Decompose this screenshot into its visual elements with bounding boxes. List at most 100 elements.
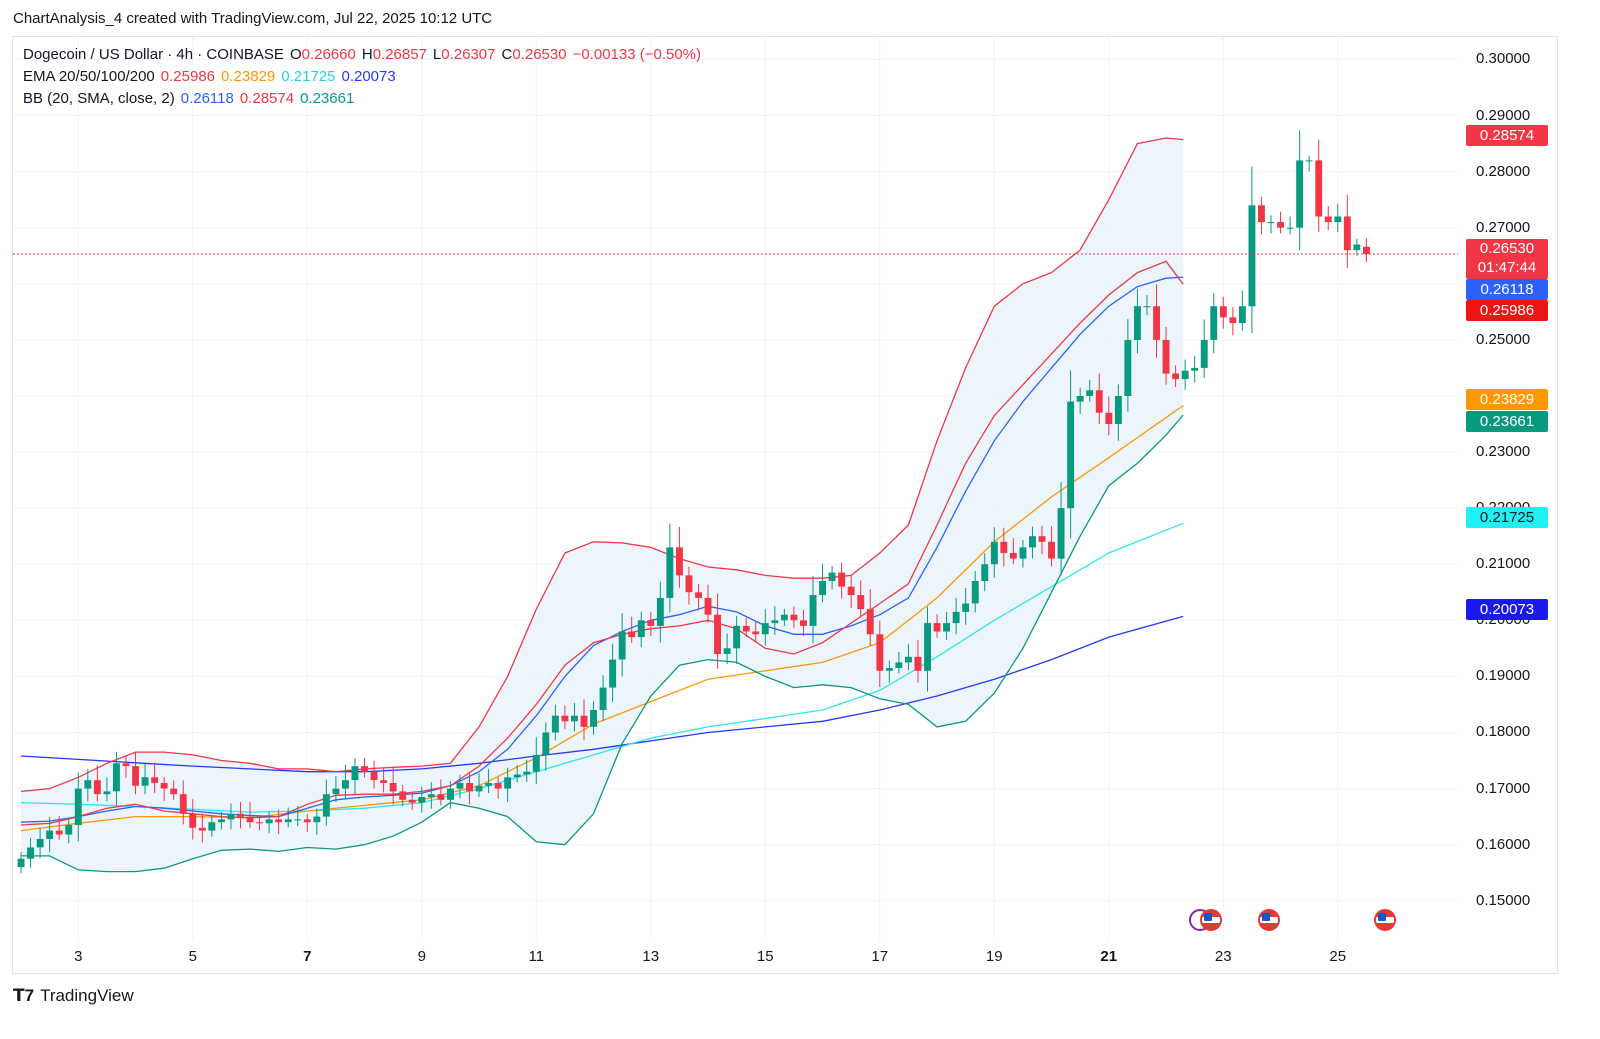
candle-body <box>132 766 139 786</box>
candle-body <box>246 816 254 823</box>
candle-body <box>208 822 216 831</box>
candle-body <box>1038 536 1046 542</box>
candle-body <box>427 794 435 797</box>
legend-ema[interactable]: EMA 20/50/100/200 0.25986 0.23829 0.21725 0.… <box>23 68 402 85</box>
legend-symbol[interactable]: Dogecoin / US Dollar · 4h · COINBASE <box>23 46 284 63</box>
time-tick-label: 9 <box>417 948 426 965</box>
candle-body <box>1315 160 1323 217</box>
candle-body <box>1229 317 1237 323</box>
candle-body <box>342 780 349 789</box>
price-label-ema50: 0.23829 <box>1466 389 1548 410</box>
candle-body <box>551 715 559 733</box>
candle-body <box>1095 390 1103 413</box>
candle-body <box>905 656 912 663</box>
bb-upper-line <box>20 137 1184 793</box>
us-flag-icon[interactable] <box>1258 909 1280 931</box>
legend-l-label: L <box>432 46 442 63</box>
candle-body <box>332 788 340 795</box>
candle-body <box>1019 547 1027 559</box>
legend-high: 0.26857 <box>372 46 427 63</box>
candle-body <box>1172 373 1180 380</box>
candle-body <box>714 614 721 654</box>
candle-body <box>819 581 826 595</box>
candle-body <box>618 631 626 660</box>
candle-body <box>1009 553 1017 559</box>
candle-body <box>303 819 311 823</box>
candle-body <box>1086 390 1094 396</box>
price-tick-label: 0.16000 <box>1476 835 1531 853</box>
candle-body <box>885 668 893 671</box>
candle-body <box>179 794 187 814</box>
candle-body <box>513 774 521 778</box>
candle-body <box>571 715 578 722</box>
price-label-last: 0.26530 01:47:44 <box>1466 239 1548 279</box>
candle-body <box>466 783 473 792</box>
candle-body <box>380 780 388 783</box>
time-tick-label: 21 <box>1100 948 1118 965</box>
candle-body <box>981 564 989 581</box>
legend-open: 0.26660 <box>301 46 356 63</box>
candle-body <box>36 839 44 848</box>
candle-body <box>1153 306 1160 340</box>
candle-body <box>542 732 550 755</box>
price-tick-label: 0.23000 <box>1476 443 1531 461</box>
us-flag-icon[interactable] <box>1200 909 1222 931</box>
candle-body <box>637 620 645 638</box>
legend-ema200: 0.20073 <box>341 68 396 85</box>
candle-body <box>857 595 865 610</box>
candle-body <box>1143 306 1151 308</box>
price-label-bb-lower: 0.23661 <box>1466 411 1548 432</box>
candle-body <box>780 614 788 621</box>
candle-body <box>1267 222 1275 224</box>
candle-body <box>294 819 302 821</box>
price-tick-label: 0.30000 <box>1476 50 1531 68</box>
candle-body <box>322 794 330 817</box>
candle-body <box>103 791 111 795</box>
candle-body <box>666 547 674 598</box>
candle-body <box>532 754 540 772</box>
legend-ema-label: EMA 20/50/100/200 <box>23 68 155 85</box>
time-tick-label: 13 <box>642 948 660 965</box>
price-tick-label: 0.28000 <box>1476 162 1531 180</box>
candle-body <box>1029 536 1036 548</box>
last-price-value: 0.26530 <box>1479 240 1535 257</box>
candle-body <box>933 623 941 632</box>
time-tick-label: 3 <box>74 948 83 965</box>
candle-body <box>895 662 903 668</box>
time-tick-label: 17 <box>871 948 889 965</box>
candle-body <box>1057 508 1065 559</box>
candle-body <box>828 572 836 581</box>
candle-body <box>160 783 168 789</box>
tradingview-brand: TradingView <box>40 986 134 1005</box>
legend-low: 0.26307 <box>441 46 496 63</box>
candle-body <box>218 819 225 823</box>
candle-body <box>943 623 950 632</box>
candle-body <box>265 819 273 824</box>
legend-o-label: O <box>289 46 302 63</box>
chart-frame[interactable] <box>12 36 1558 974</box>
price-label-bb-upper: 0.28574 <box>1466 125 1548 146</box>
ema100-line <box>20 522 1184 813</box>
legend-close: 0.26530 <box>512 46 567 63</box>
us-flag-icon[interactable] <box>1374 909 1396 931</box>
legend-bb[interactable]: BB (20, SMA, close, 2) 0.26118 0.28574 0.23… <box>23 90 360 107</box>
candle-body <box>122 763 130 767</box>
candle-body <box>847 586 855 596</box>
tradingview-footer[interactable]: ꓔ7 TradingView <box>13 986 134 1006</box>
candle-body <box>504 777 512 789</box>
candle-body <box>838 572 846 587</box>
countdown-timer: 01:47:44 <box>1477 259 1537 276</box>
candle-body <box>1324 216 1332 223</box>
candle-body <box>437 794 445 800</box>
candle-body <box>790 614 798 621</box>
price-tick-label: 0.21000 <box>1476 555 1531 573</box>
candle-body <box>609 659 617 688</box>
candle-body <box>84 780 92 789</box>
candle-body <box>962 603 970 612</box>
legend-ohlc: Dogecoin / US Dollar · 4h · COINBASE O0.2… <box>23 46 707 63</box>
time-tick-label: 11 <box>528 948 545 965</box>
candle-body <box>1353 244 1361 251</box>
candle-body <box>46 830 54 839</box>
candle-body <box>113 763 120 792</box>
